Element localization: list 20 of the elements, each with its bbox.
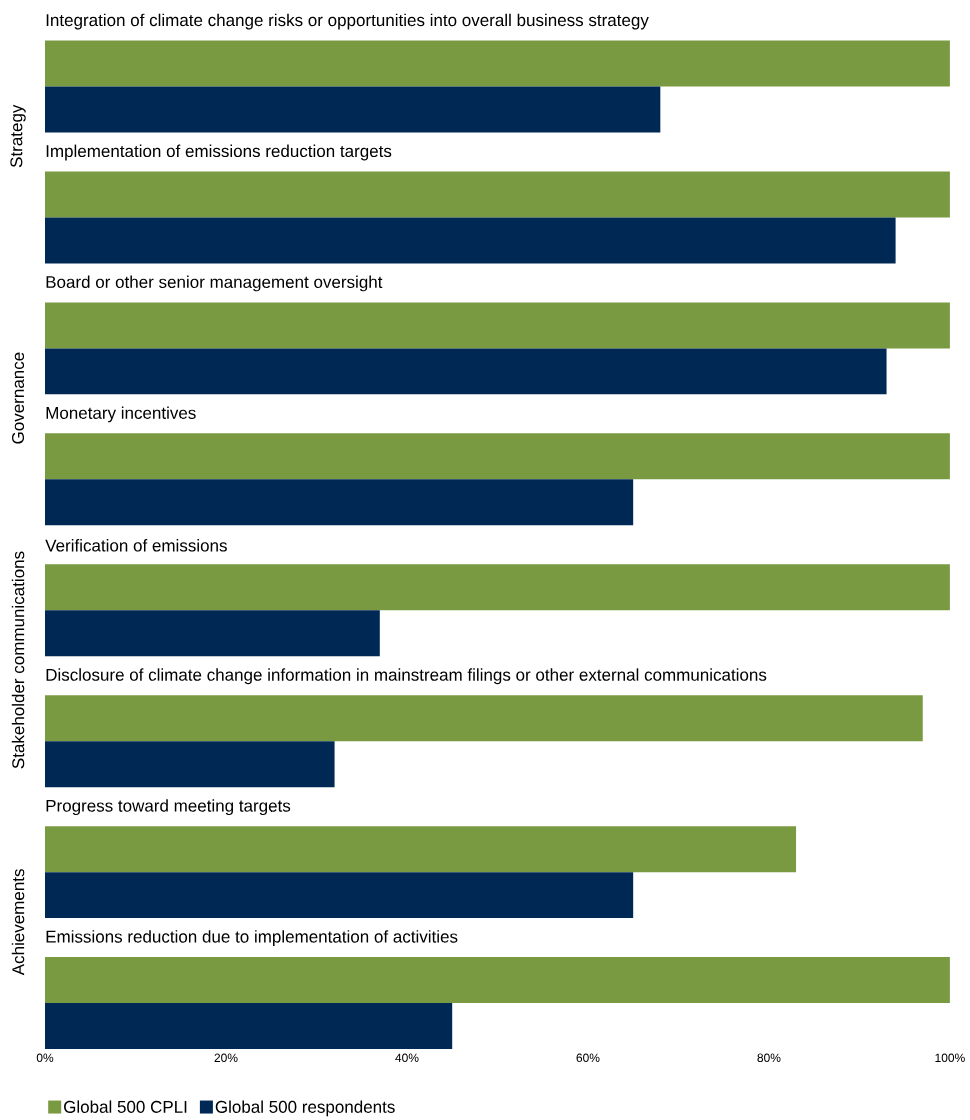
legend-label: Global 500 CPLI [64, 1100, 187, 1113]
y-tick-label: Disclosure of climate change information in mainstream filings or other external communications [46, 668, 767, 685]
text: Strategy [10, 104, 26, 168]
text: Stakeholder communications [12, 551, 25, 769]
y-tick-label: Board or other senior management oversight [46, 275, 383, 292]
y-tick-label: Monetary incentives [46, 406, 196, 423]
x-tick-label: 0% [37, 1053, 54, 1063]
y-tick-label: Integration of climate change risks or opportunities into overall business strategy [46, 13, 650, 30]
y-tick-label: Progress toward meeting targets [46, 799, 291, 816]
x-tick-label: 20% [214, 1053, 238, 1063]
legend-label: Global 500 respondents [215, 1100, 395, 1117]
x-tick-label: 60% [576, 1053, 600, 1063]
x-tick-label: 80% [757, 1053, 781, 1063]
x-tick-label: 40% [395, 1053, 419, 1063]
x-tick-label: 100% [935, 1053, 966, 1063]
text: Achievements [12, 869, 25, 976]
y-tick-label: Verification of emissions [45, 539, 228, 552]
y-tick-label: Implementation of emissions reduction targets [46, 144, 392, 161]
text: Governance [12, 352, 25, 444]
y-tick-label: Emissions reduction due to implementation of activities [46, 930, 458, 947]
